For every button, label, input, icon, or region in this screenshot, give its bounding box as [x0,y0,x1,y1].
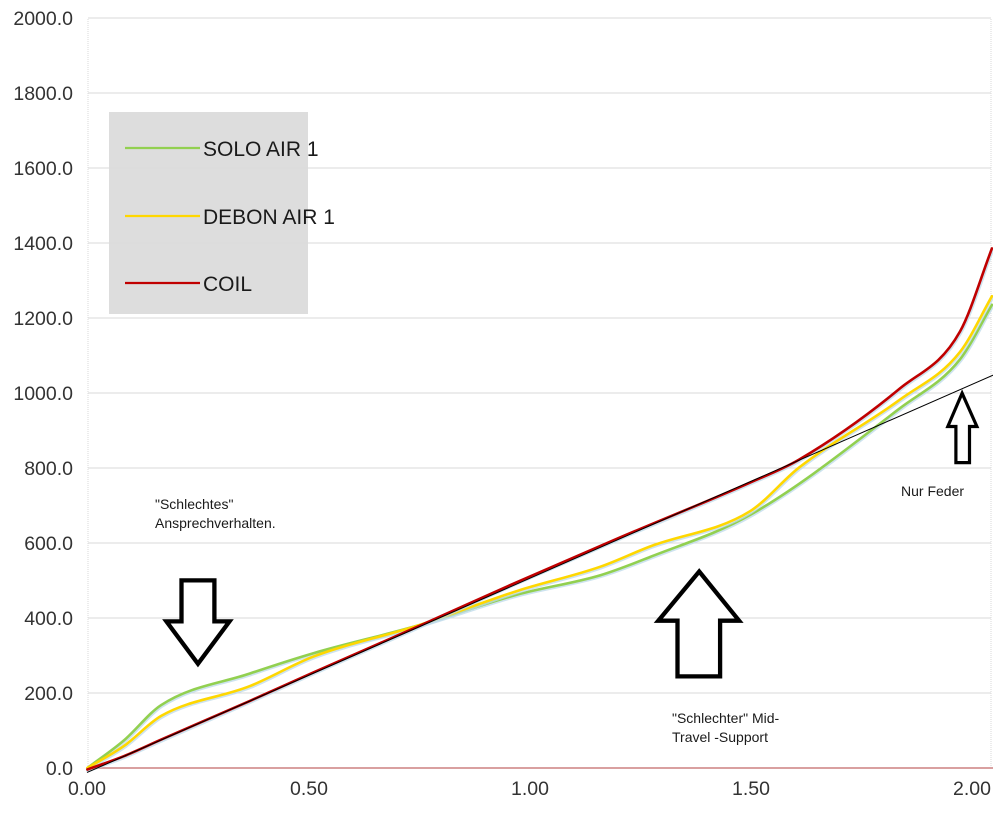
svg-text:"Schlechtes": "Schlechtes" [155,496,233,512]
svg-text:"Schlechter" Mid-: "Schlechter" Mid- [672,710,780,726]
svg-text:Ansprechverhalten.: Ansprechverhalten. [155,515,276,531]
svg-text:Travel -Support: Travel -Support [672,729,768,745]
svg-text:Nur Feder: Nur Feder [901,483,964,499]
